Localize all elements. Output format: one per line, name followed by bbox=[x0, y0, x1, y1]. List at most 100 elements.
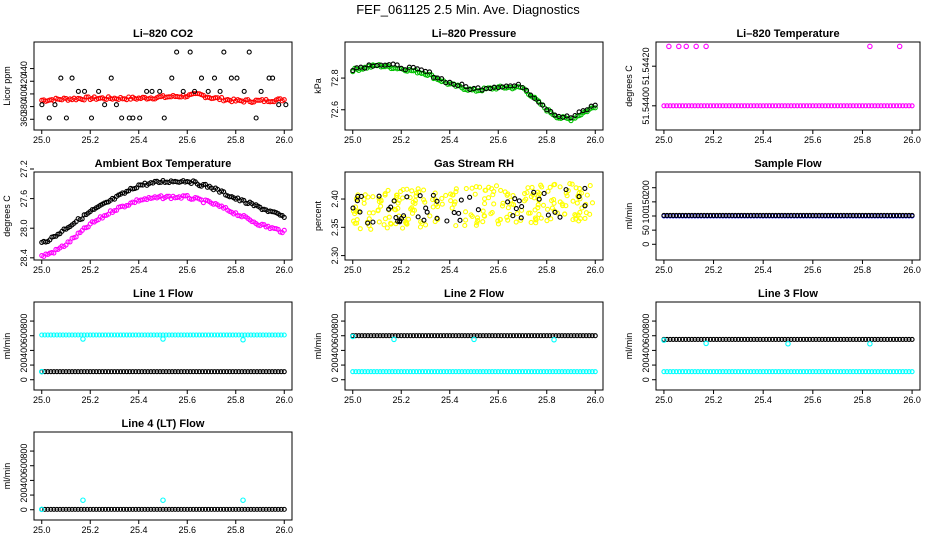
data-point bbox=[401, 333, 407, 339]
data-point bbox=[151, 369, 157, 375]
data-point bbox=[89, 207, 95, 213]
data-point bbox=[483, 333, 489, 339]
data-point bbox=[453, 369, 459, 375]
data-point bbox=[477, 333, 483, 339]
data-point bbox=[67, 239, 73, 245]
data-point bbox=[776, 336, 782, 342]
data-point bbox=[757, 369, 763, 375]
data-point bbox=[395, 333, 401, 339]
data-point bbox=[544, 218, 550, 224]
data-point bbox=[81, 88, 88, 94]
data-point bbox=[489, 369, 495, 375]
data-point bbox=[239, 332, 245, 338]
chart-title: Li–820 Pressure bbox=[432, 28, 516, 40]
data-point bbox=[735, 103, 741, 109]
data-point bbox=[242, 332, 248, 338]
data-point bbox=[872, 336, 878, 342]
data-point bbox=[498, 369, 504, 375]
data-point bbox=[683, 212, 689, 218]
x-tick-label: 25.0 bbox=[33, 395, 51, 405]
data-point bbox=[75, 88, 81, 94]
data-point bbox=[568, 369, 574, 375]
data-point bbox=[493, 183, 500, 189]
data-point bbox=[178, 332, 184, 338]
data-point bbox=[676, 336, 682, 342]
data-point bbox=[516, 333, 523, 339]
data-point bbox=[187, 506, 193, 512]
x-tick-label: 25.2 bbox=[705, 265, 723, 275]
x-tick-label: 25.2 bbox=[81, 525, 99, 535]
data-point bbox=[726, 336, 732, 342]
data-point bbox=[563, 187, 569, 193]
data-point bbox=[763, 103, 769, 109]
data-point bbox=[99, 332, 105, 338]
data-point bbox=[249, 99, 255, 105]
data-point bbox=[850, 103, 856, 109]
y-tick-label: 150 bbox=[641, 194, 651, 209]
x-tick-label: 25.2 bbox=[705, 135, 723, 145]
data-point bbox=[69, 75, 75, 81]
data-point bbox=[365, 333, 371, 339]
data-point bbox=[673, 212, 679, 218]
data-point bbox=[704, 369, 710, 375]
data-point bbox=[352, 204, 359, 210]
data-point bbox=[84, 332, 90, 338]
page-title: FEF_061125 2.5 Min. Ave. Diagnostics bbox=[356, 2, 580, 17]
data-point bbox=[187, 369, 193, 375]
data-point bbox=[139, 332, 145, 338]
data-point bbox=[444, 369, 450, 375]
data-point bbox=[139, 369, 145, 375]
data-point bbox=[205, 88, 211, 94]
data-point bbox=[661, 103, 667, 109]
data-point bbox=[48, 332, 54, 338]
x-tick-label: 25.4 bbox=[130, 135, 148, 145]
data-point bbox=[199, 506, 205, 512]
data-point bbox=[66, 506, 72, 512]
data-point bbox=[518, 217, 524, 223]
data-point bbox=[859, 336, 865, 342]
data-point bbox=[136, 332, 142, 338]
data-point bbox=[90, 332, 96, 338]
data-points bbox=[38, 332, 287, 375]
data-point bbox=[548, 216, 554, 222]
data-point bbox=[81, 212, 87, 218]
data-point bbox=[108, 332, 115, 338]
data-point bbox=[163, 506, 169, 512]
data-point bbox=[357, 226, 363, 232]
data-point bbox=[807, 212, 813, 218]
data-point bbox=[878, 369, 884, 375]
data-point bbox=[353, 333, 359, 339]
data-point bbox=[544, 333, 550, 339]
data-point bbox=[84, 506, 90, 512]
data-point bbox=[507, 333, 513, 339]
data-point bbox=[519, 85, 526, 91]
data-point bbox=[518, 215, 524, 221]
data-point bbox=[386, 333, 392, 339]
data-point bbox=[142, 369, 148, 375]
data-point bbox=[465, 369, 471, 375]
plot-frame bbox=[33, 431, 293, 521]
data-point bbox=[245, 369, 251, 375]
data-point bbox=[779, 212, 785, 218]
data-point bbox=[900, 336, 906, 342]
data-point bbox=[196, 506, 202, 512]
data-point bbox=[580, 333, 586, 339]
data-point bbox=[903, 336, 909, 342]
data-point bbox=[39, 102, 45, 108]
data-points bbox=[350, 61, 598, 124]
data-point bbox=[800, 369, 807, 375]
data-point bbox=[670, 103, 676, 109]
y-tick-label: 0 bbox=[641, 242, 651, 247]
data-point bbox=[800, 103, 807, 109]
data-point bbox=[572, 212, 578, 218]
data-point bbox=[869, 336, 875, 342]
data-point bbox=[190, 369, 196, 375]
data-point bbox=[78, 506, 84, 512]
data-point bbox=[544, 369, 550, 375]
data-point bbox=[118, 369, 124, 375]
data-point bbox=[253, 115, 259, 121]
data-point bbox=[245, 332, 251, 338]
data-point bbox=[720, 369, 726, 375]
data-point bbox=[241, 88, 247, 94]
data-point bbox=[586, 369, 592, 375]
